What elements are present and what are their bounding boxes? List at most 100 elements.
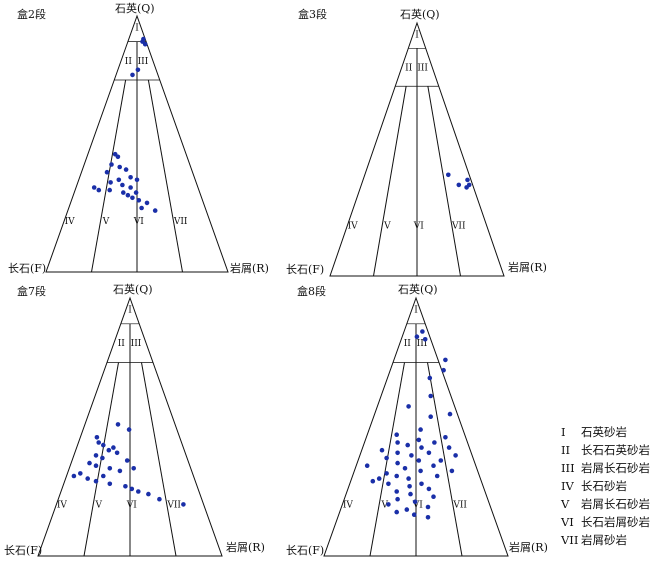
zone-label-IV: IV <box>57 500 68 510</box>
zone-label-VII: VII <box>166 500 181 510</box>
legend-item: III 岩屑长石砂岩 <box>561 461 650 475</box>
data-point <box>416 458 422 463</box>
data-point <box>426 486 432 492</box>
data-point <box>449 468 455 474</box>
legend-code: II <box>561 443 570 457</box>
data-point <box>123 484 128 489</box>
zone-label-II: II <box>404 339 412 349</box>
legend-code: III <box>561 461 575 475</box>
data-point <box>420 329 425 334</box>
ratio-line-right <box>427 86 461 277</box>
ratio-line-right <box>147 79 183 273</box>
data-point <box>432 440 437 445</box>
data-point <box>422 337 428 342</box>
data-point <box>411 512 417 517</box>
panel-1-corner-top: 石英(Q) <box>115 1 155 15</box>
legend-item: II 长石石英砂岩 <box>561 443 650 457</box>
data-point <box>101 473 106 479</box>
legend-item: I 石英砂岩 <box>561 425 627 439</box>
panel-4-corner-top: 石英(Q) <box>398 282 438 296</box>
zone-label-III: III <box>417 339 428 349</box>
data-point <box>386 502 391 507</box>
data-point <box>406 404 411 409</box>
data-point <box>135 67 141 73</box>
data-point <box>116 177 122 183</box>
data-point <box>425 515 431 520</box>
data-point <box>446 445 452 450</box>
data-point <box>101 442 106 448</box>
data-point <box>394 489 400 494</box>
zone-label-VII: VII <box>452 500 467 510</box>
data-point <box>126 427 132 432</box>
data-point <box>379 447 385 453</box>
data-point <box>144 200 150 206</box>
data-point <box>100 455 105 461</box>
data-point <box>121 190 126 195</box>
data-point <box>394 432 400 438</box>
panel-3-corner-top: 石英(Q) <box>113 282 153 296</box>
zone-label-IV: IV <box>343 500 354 510</box>
data-point <box>456 182 462 188</box>
data-point <box>412 499 418 505</box>
data-point <box>117 164 122 170</box>
data-point <box>394 473 400 479</box>
zone-label-V: V <box>380 500 388 510</box>
legend-name: 岩屑砂岩 <box>581 533 627 547</box>
legend: I 石英砂岩 II 长石石英砂岩 III 岩屑长石砂岩 IV 长石砂岩 V 岩屑… <box>560 425 650 547</box>
data-point <box>453 453 458 458</box>
data-point <box>85 476 90 481</box>
data-point <box>395 450 400 456</box>
zone-label-III: III <box>131 339 142 349</box>
panel-2-corner-top: 石英(Q) <box>400 7 440 21</box>
data-point <box>87 460 92 466</box>
data-point <box>395 440 400 445</box>
data-point <box>434 473 440 479</box>
data-point <box>104 169 110 175</box>
legend-code: IV <box>561 479 575 493</box>
data-point <box>136 198 142 203</box>
data-point <box>107 481 113 487</box>
data-point <box>447 411 453 417</box>
data-point <box>406 476 411 481</box>
data-point <box>386 481 391 487</box>
data-point <box>418 427 423 432</box>
legend-code: VI <box>560 515 574 529</box>
data-point <box>117 468 123 474</box>
data-point <box>94 435 100 440</box>
zone-label-I: I <box>415 30 419 40</box>
legend-name: 长石砂岩 <box>581 479 627 493</box>
data-point <box>405 442 411 448</box>
data-point <box>111 445 116 450</box>
legend-name: 岩屑长石砂岩 <box>581 497 650 511</box>
data-point <box>152 208 158 213</box>
data-point <box>370 478 376 484</box>
data-point <box>108 180 113 185</box>
data-point <box>395 460 400 466</box>
legend-item: VII 岩屑砂岩 <box>560 533 627 547</box>
legend-name: 岩屑长石砂岩 <box>581 461 650 475</box>
data-point <box>91 185 97 190</box>
data-point <box>443 435 448 440</box>
data-point <box>465 177 470 183</box>
data-point <box>431 463 436 469</box>
data-point <box>395 496 400 502</box>
data-point <box>146 491 151 497</box>
panel-1-data-points <box>91 36 158 213</box>
panel-1-corner-right: 岩屑(R) <box>230 261 269 275</box>
data-point <box>402 466 408 471</box>
data-point <box>416 437 422 443</box>
zone-label-VI: VI <box>413 221 424 231</box>
data-point <box>136 489 141 494</box>
data-point <box>71 473 77 479</box>
data-point <box>414 334 420 340</box>
data-point <box>125 192 131 198</box>
data-point <box>93 478 99 484</box>
data-point <box>123 167 129 172</box>
data-point <box>120 182 125 188</box>
panel-2-title: 盒3段 <box>298 7 327 21</box>
